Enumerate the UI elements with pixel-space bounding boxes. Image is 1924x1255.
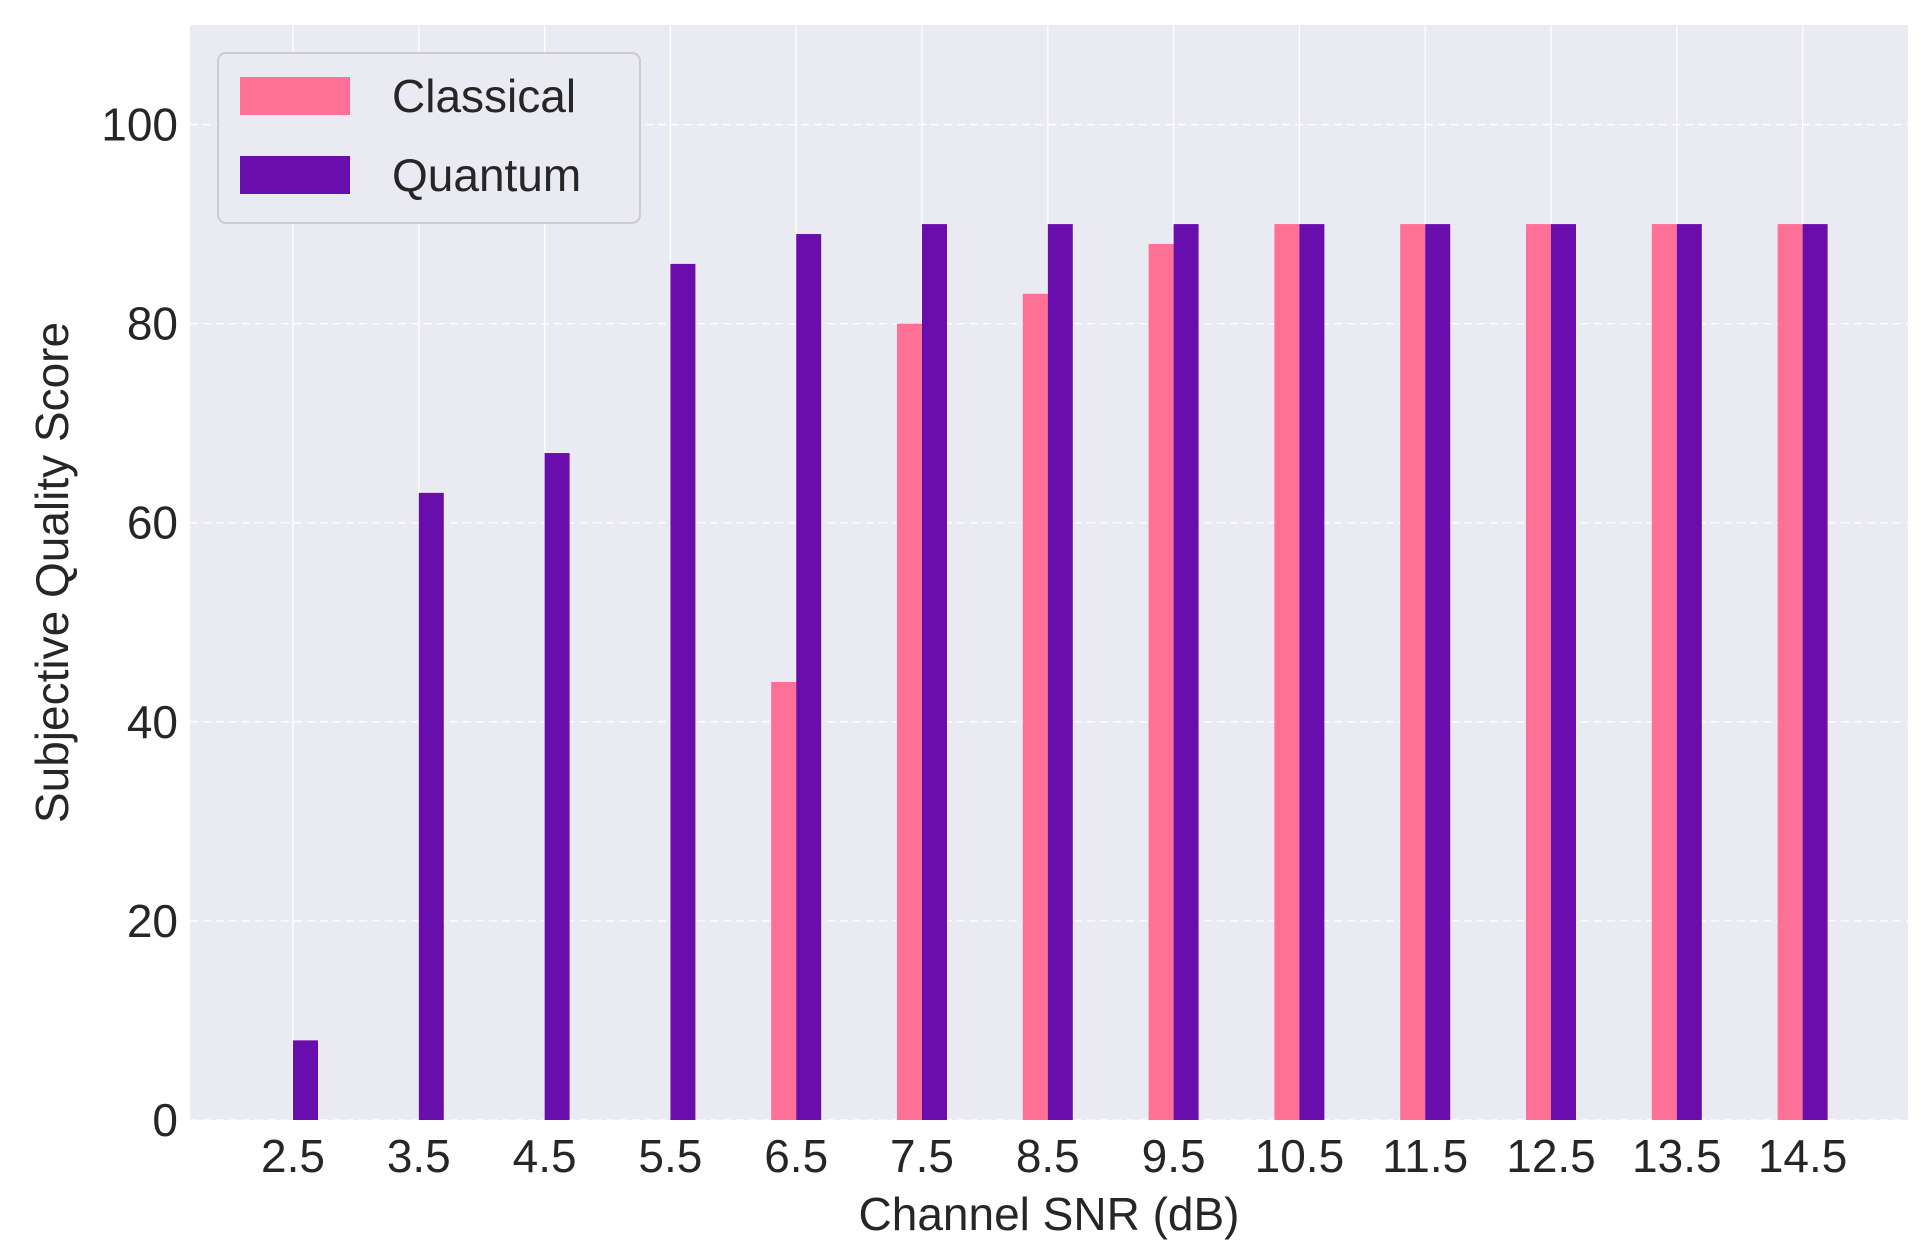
- x-tick-label: 14.5: [1758, 1130, 1848, 1182]
- x-tick-label: 13.5: [1632, 1130, 1722, 1182]
- legend-swatch-classical: [240, 77, 350, 115]
- y-tick-label: 0: [152, 1094, 178, 1146]
- y-axis-label: Subjective Quality Score: [26, 322, 78, 823]
- bar-quantum-11.5: [1425, 224, 1451, 1120]
- x-tick-label: 5.5: [638, 1130, 702, 1182]
- y-tick-label: 60: [127, 497, 178, 549]
- bar-quantum-5.5: [670, 263, 696, 1121]
- bar-quantum-12.5: [1551, 224, 1576, 1120]
- y-tick-labels: 0 20 40 60 80 100: [101, 99, 178, 1146]
- y-tick-label: 40: [127, 696, 178, 748]
- bar-classical-11.5: [1400, 224, 1426, 1120]
- x-tick-labels: 2.5 3.5 4.5 5.5 6.5 7.5 8.5 9.5 10.5 11.5 12.5 13.5…: [261, 1130, 1847, 1182]
- bar-quantum-14.5: [1802, 224, 1828, 1120]
- bar-classical-13.5: [1651, 224, 1677, 1120]
- bar-quantum-8.5: [1047, 224, 1073, 1120]
- bar-classical-12.5: [1526, 224, 1551, 1120]
- bar-quantum-9.5: [1173, 224, 1199, 1120]
- x-tick-label: 2.5: [261, 1130, 325, 1182]
- bar-quantum-2.5: [293, 1040, 318, 1120]
- x-tick-label: 10.5: [1255, 1130, 1345, 1182]
- bar-classical-14.5: [1777, 224, 1803, 1120]
- legend-label-classical: Classical: [392, 70, 576, 122]
- bar-classical-6.5: [771, 682, 797, 1120]
- bar-classical-10.5: [1274, 224, 1300, 1120]
- x-tick-label: 6.5: [764, 1130, 828, 1182]
- x-tick-label: 3.5: [387, 1130, 451, 1182]
- x-tick-label: 9.5: [1142, 1130, 1206, 1182]
- bars: [293, 224, 1828, 1121]
- bar-quantum-10.5: [1299, 224, 1325, 1120]
- bar-quantum-7.5: [922, 224, 947, 1120]
- y-tick-label: 100: [101, 99, 178, 151]
- bar-quantum-3.5: [418, 492, 444, 1120]
- bar-quantum-6.5: [796, 234, 822, 1120]
- legend: Classical Quantum: [217, 52, 641, 224]
- x-tick-label: 12.5: [1506, 1130, 1596, 1182]
- legend-label-quantum: Quantum: [392, 149, 581, 201]
- x-axis-label: Channel SNR (dB): [859, 1188, 1240, 1240]
- legend-swatch-quantum: [240, 156, 350, 194]
- bar-classical-9.5: [1148, 244, 1174, 1120]
- x-tick-label: 4.5: [513, 1130, 577, 1182]
- bar-classical-8.5: [1022, 293, 1048, 1121]
- bar-classical-7.5: [897, 323, 922, 1120]
- x-tick-label: 7.5: [890, 1130, 954, 1182]
- x-tick-label: 8.5: [1016, 1130, 1080, 1182]
- bar-quantum-4.5: [544, 453, 570, 1121]
- y-tick-label: 80: [127, 298, 178, 350]
- x-tick-label: 11.5: [1382, 1130, 1468, 1182]
- bar-quantum-13.5: [1676, 224, 1702, 1120]
- y-tick-label: 20: [127, 895, 178, 947]
